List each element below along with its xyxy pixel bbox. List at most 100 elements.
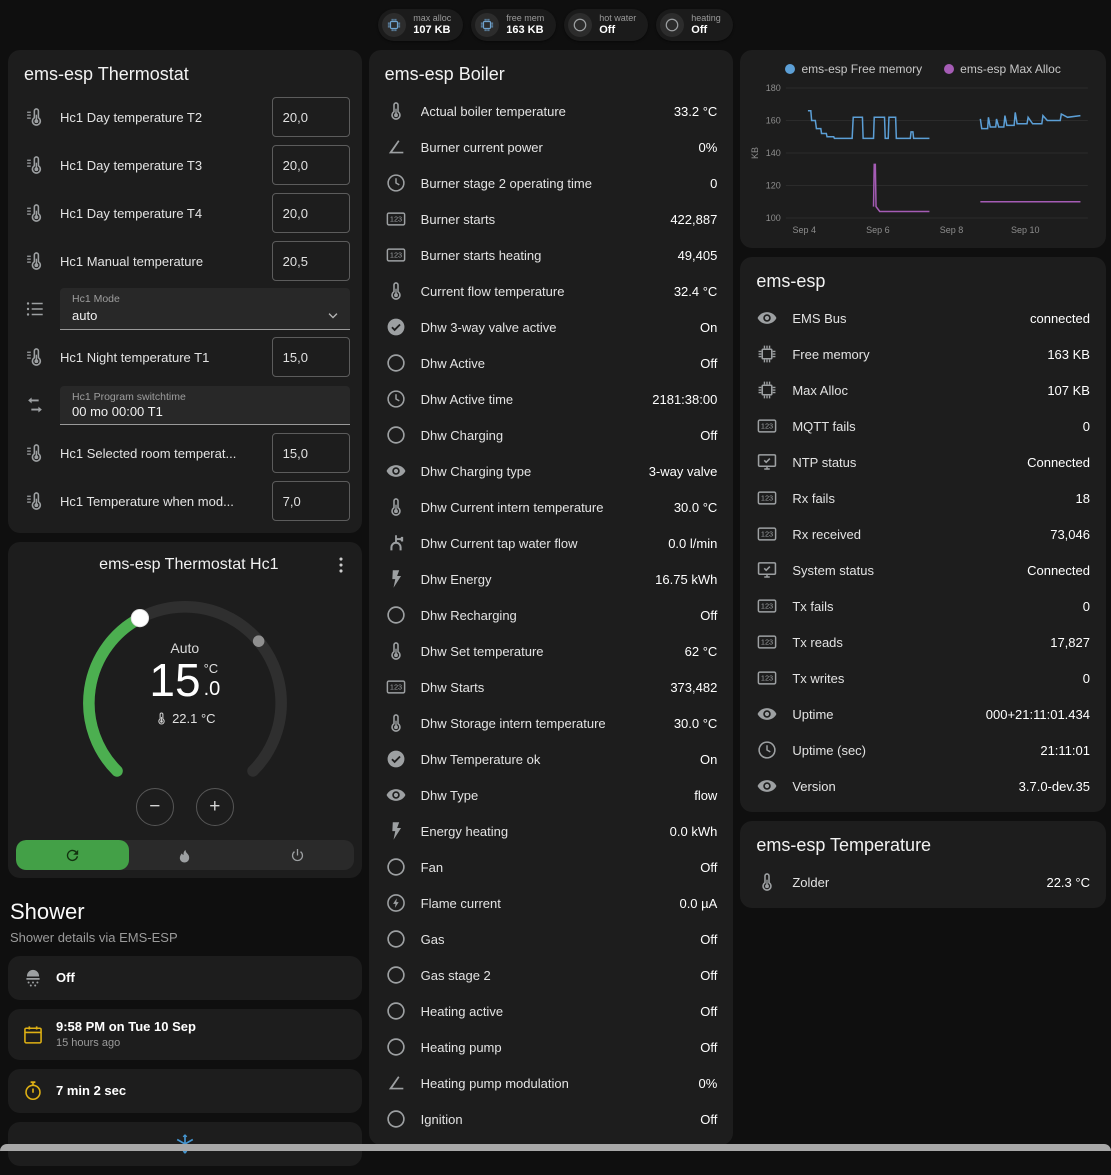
number-input-hc1-selected-room-temperat[interactable]: 15,0 bbox=[272, 433, 350, 473]
ems-esp-card-title: ems-esp bbox=[740, 257, 1106, 300]
entity-label: Rx fails bbox=[792, 491, 1061, 506]
thermometer-lines-icon bbox=[24, 490, 46, 512]
row-uptime-sec[interactable]: Uptime (sec)21:11:01 bbox=[740, 732, 1106, 768]
legend-ems-esp-free-memory[interactable]: ems-esp Free memory bbox=[785, 62, 922, 76]
y-tick-label: 120 bbox=[766, 181, 781, 191]
decrease-temperature-button[interactable]: − bbox=[136, 788, 174, 826]
shower-tile-7-min-2-sec[interactable]: 7 min 2 sec bbox=[8, 1069, 362, 1113]
number-input-hc1-temperature-when-mod[interactable]: 7,0 bbox=[272, 481, 350, 521]
monitor-check-icon bbox=[756, 559, 778, 581]
circle-icon bbox=[385, 928, 407, 950]
svg-text:123: 123 bbox=[761, 674, 773, 683]
legend-ems-esp-max-alloc[interactable]: ems-esp Max Alloc bbox=[944, 62, 1061, 76]
increase-temperature-button[interactable]: + bbox=[196, 788, 234, 826]
number-input-hc1-day-temperature-t4[interactable]: 20,0 bbox=[272, 193, 350, 233]
number-input-hc1-day-temperature-t2[interactable]: 20,0 bbox=[272, 97, 350, 137]
entity-label: Dhw Current intern temperature bbox=[421, 500, 660, 515]
dial-current-dot bbox=[253, 635, 265, 647]
kebab-menu-icon[interactable] bbox=[330, 554, 352, 576]
thermometer-lines-icon bbox=[24, 346, 46, 368]
entity-value: 30.0 °C bbox=[674, 500, 718, 515]
hvac-mode-heat-button[interactable] bbox=[129, 840, 242, 870]
shower-tile-off[interactable]: Off bbox=[8, 956, 362, 1000]
thermostat-hc1-card: ems-esp Thermostat Hc1 Auto 15 bbox=[8, 542, 362, 878]
entity-value: Off bbox=[700, 608, 717, 623]
number-input-hc1-day-temperature-t3[interactable]: 20,0 bbox=[272, 145, 350, 185]
counter-icon: 123 bbox=[756, 667, 778, 689]
chevron-down-icon bbox=[324, 306, 342, 324]
svg-text:123: 123 bbox=[390, 215, 402, 224]
number-input-hc1-night-temperature-t1[interactable]: 15,0 bbox=[272, 337, 350, 377]
monitor-check-icon bbox=[756, 451, 778, 473]
row-dhw-current-intern-temperature[interactable]: Dhw Current intern temperature 30.0 °C bbox=[369, 489, 734, 525]
number-input-hc1-manual-temperature[interactable]: 20,5 bbox=[272, 241, 350, 281]
hvac-mode-off-button[interactable] bbox=[241, 840, 354, 870]
hvac-mode-auto-button[interactable] bbox=[16, 840, 129, 870]
dial-handle[interactable] bbox=[131, 609, 148, 626]
svg-text:123: 123 bbox=[761, 638, 773, 647]
thermometer-icon bbox=[385, 280, 407, 302]
entity-label: Free memory bbox=[792, 347, 1033, 362]
horizontal-scrollbar[interactable] bbox=[0, 1144, 1111, 1151]
entity-label: Dhw Current tap water flow bbox=[421, 536, 655, 551]
thermostat-dial[interactable]: Auto 15 °C .0 22.1 °C bbox=[59, 578, 311, 828]
timer-icon bbox=[22, 1080, 44, 1102]
entity-label: Gas bbox=[421, 932, 687, 947]
entity-value: 73,046 bbox=[1050, 527, 1090, 542]
check-circle-icon bbox=[385, 748, 407, 770]
entity-value: 0 bbox=[710, 176, 717, 191]
entity-value: 16.75 kWh bbox=[655, 572, 717, 587]
